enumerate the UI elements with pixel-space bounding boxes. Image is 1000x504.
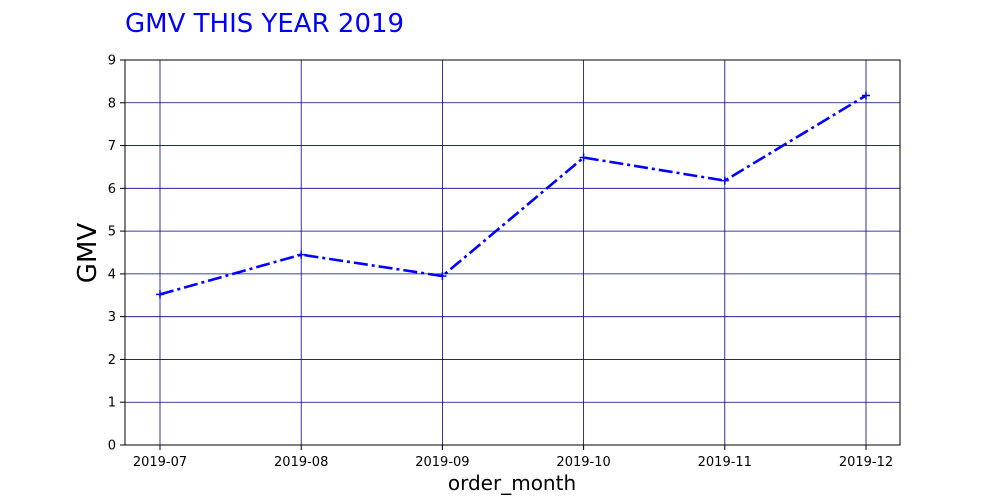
series-layer: [156, 91, 870, 299]
plot-frame: [124, 59, 901, 446]
data-point-marker: [297, 250, 306, 259]
y-tick-label: 0: [108, 439, 116, 454]
y-tick-label: 8: [108, 96, 116, 111]
x-tick-label: 2019-12: [839, 455, 893, 470]
y-tick-label: 2: [108, 353, 116, 368]
y-tick-label: 1: [108, 396, 116, 411]
y-tick-label: 9: [108, 54, 116, 69]
chart-title: GMV THIS YEAR 2019: [125, 9, 404, 39]
x-tick-label: 2019-10: [556, 455, 610, 470]
x-axis-label: order_month: [448, 471, 576, 495]
series-line: [159, 94, 867, 296]
y-tick-label: 7: [108, 139, 116, 154]
y-tick-label: 4: [108, 267, 116, 282]
data-point-marker: [720, 176, 729, 185]
x-tick-label: 2019-09: [415, 455, 469, 470]
x-tick-label: 2019-08: [274, 455, 328, 470]
data-point-marker: [156, 290, 164, 299]
axis-layer: 0 1 2 3 4 5 6 7 8 9 2019-07 2019-08 2019-09 2019-10 20…: [108, 54, 901, 470]
data-point-marker: [438, 272, 447, 281]
y-tick-label: 5: [108, 225, 116, 240]
x-tick-label: 2019-07: [133, 455, 187, 470]
x-tick-label: 2019-11: [698, 455, 752, 470]
data-point-marker: [862, 91, 870, 100]
y-tick-label: 3: [108, 310, 116, 325]
y-axis-label: GMV: [73, 223, 103, 284]
y-tick-label: 6: [108, 182, 116, 197]
grid-layer: [125, 59, 900, 446]
data-point-marker: [579, 153, 588, 162]
